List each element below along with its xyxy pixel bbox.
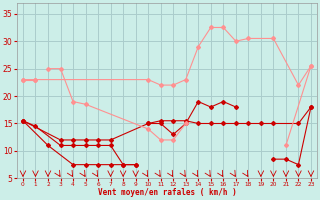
X-axis label: Vent moyen/en rafales ( km/h ): Vent moyen/en rafales ( km/h ) — [98, 188, 236, 197]
